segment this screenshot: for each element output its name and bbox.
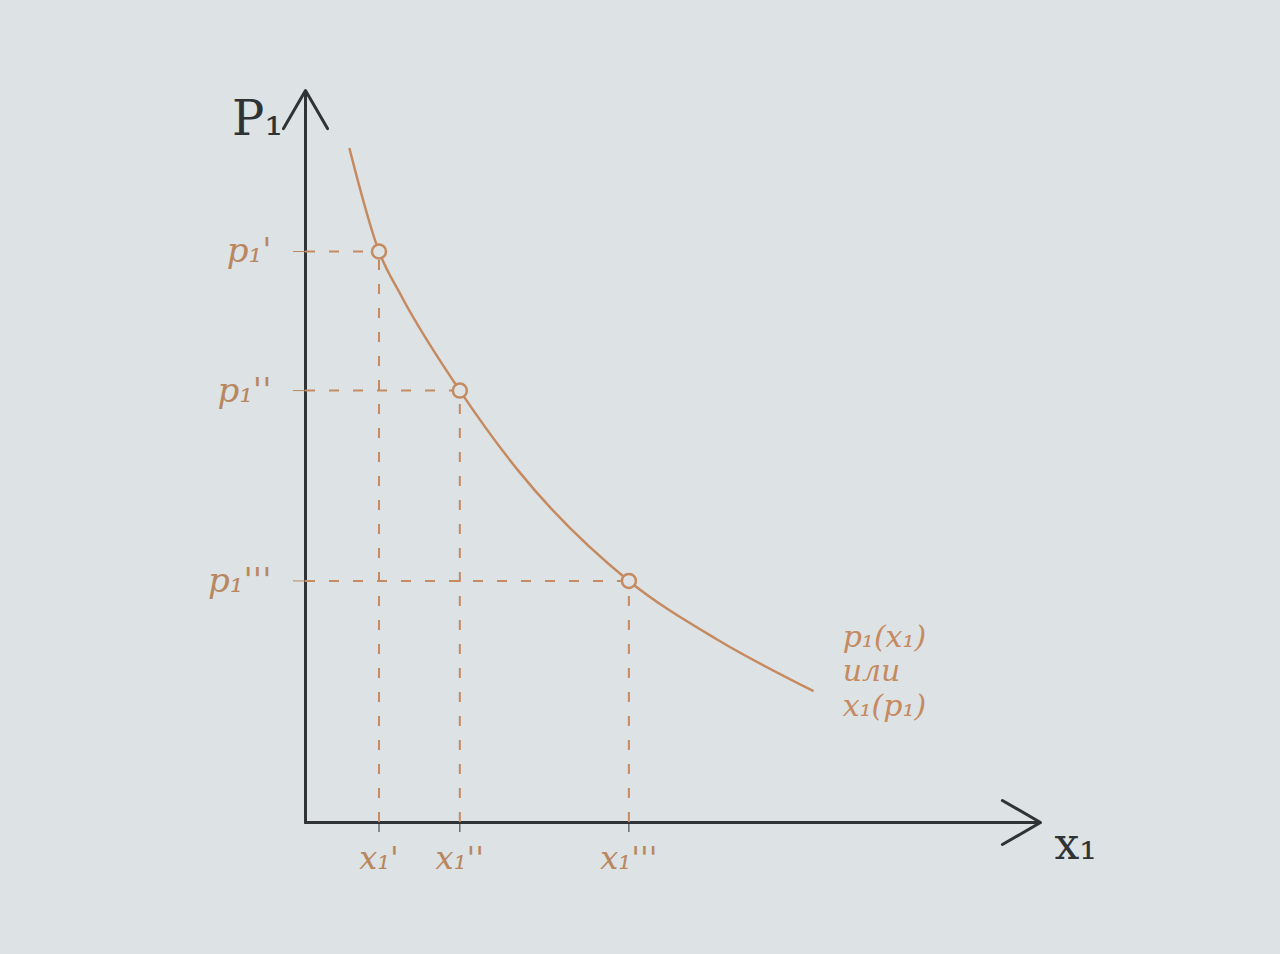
svg-text:p₁': p₁' xyxy=(227,230,272,270)
svg-text:p₁'': p₁'' xyxy=(217,370,271,410)
svg-text:x₁: x₁ xyxy=(1055,818,1097,869)
svg-text:x₁': x₁' xyxy=(359,839,399,877)
svg-text:p₁''': p₁''' xyxy=(208,560,271,600)
svg-text:x₁''': x₁''' xyxy=(600,839,657,877)
svg-text:x₁'': x₁'' xyxy=(436,839,484,877)
svg-text:p₁(x₁)илиx₁(p₁): p₁(x₁)илиx₁(p₁) xyxy=(843,619,927,723)
svg-text:P₁: P₁ xyxy=(232,90,284,146)
